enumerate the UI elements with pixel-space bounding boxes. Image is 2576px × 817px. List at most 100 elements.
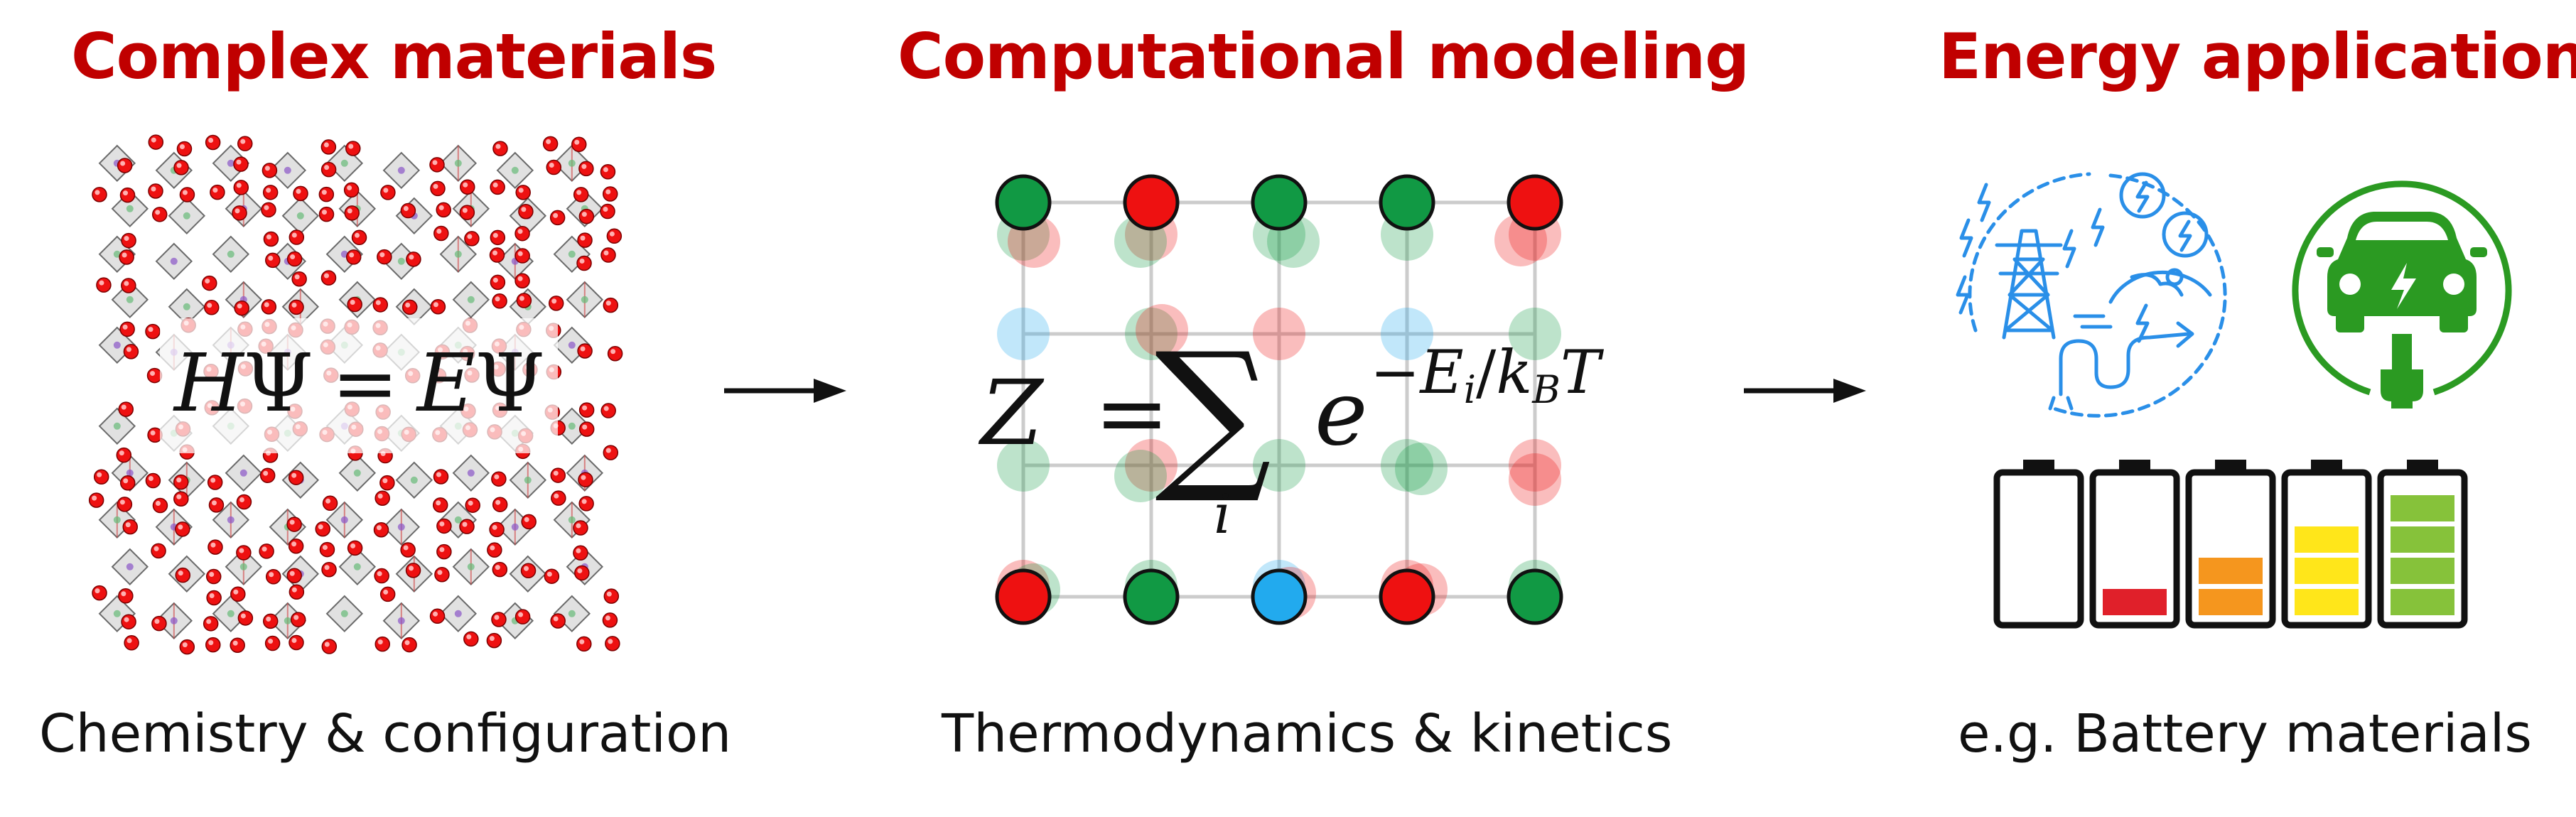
oxygen-atom [345,141,361,156]
lattice-site-faded [1381,308,1433,360]
oxygen-atom [121,278,136,293]
cation-atom [170,617,178,624]
battery-icon [2185,469,2276,629]
oxygen-atom [288,539,304,554]
cation-atom [227,610,235,617]
oxygen-atom [460,179,475,195]
cation-atom [568,610,576,617]
atom-highlight [121,591,126,597]
oxygen-atom [351,229,367,246]
atom-highlight [150,371,156,377]
lattice-site-faded [1253,439,1305,492]
oxygen-atom [515,185,531,200]
atom-highlight [208,640,214,646]
atom-highlight [122,252,127,258]
cation-atom [454,159,462,167]
atom-highlight [554,493,559,499]
oxygen-atom [578,496,594,512]
oxygen-atom [379,475,395,491]
atom-highlight [436,500,441,506]
oxygen-atom [320,161,337,178]
atom-highlight [123,190,129,196]
oxygen-atom [262,185,279,200]
lattice-site [1507,568,1563,625]
oxygen-atom [600,247,616,263]
lattice-site-faded [1395,443,1448,495]
oxygen-atom [151,615,167,632]
panel-title-complex-materials: Complex materials [71,20,717,93]
oxygen-atom [514,273,530,288]
atom-highlight [581,212,587,217]
atom-highlight [494,615,500,620]
atom-highlight [546,139,551,144]
battery-charge-segment [2391,526,2454,553]
atom-highlight [524,516,529,522]
oxygen-atom [290,612,306,627]
atom-highlight [153,546,159,551]
atom-highlight [124,281,129,286]
oxygen-atom [124,635,139,651]
atom-highlight [462,521,468,527]
atom-highlight [126,638,132,644]
atom-highlight [432,160,438,166]
atom-highlight [237,303,242,309]
atom-highlight [347,208,352,214]
atom-highlight [324,165,330,171]
atom-highlight [582,424,588,430]
atom-highlight [581,499,587,504]
oxygen-atom [264,635,281,651]
oxygen-atom [600,164,616,180]
atom-highlight [355,232,360,238]
atom-highlight [375,300,381,305]
atom-highlight [264,205,269,210]
atom-highlight [239,497,244,503]
oxygen-atom [321,561,337,578]
eq-exp-e: E [1418,337,1463,407]
cation-atom [581,296,588,303]
atom-highlight [291,302,297,308]
cation-atom [113,341,121,349]
oxygen-atom [459,519,475,534]
atom-highlight [553,470,559,476]
atom-highlight [489,636,495,642]
panel-title-computational-modeling: Computational modeling [898,20,1750,93]
atom-highlight [603,406,609,411]
oxygen-atom [202,275,217,291]
cation-atom [397,523,405,531]
atom-highlight [205,278,210,284]
atom-highlight [436,228,442,234]
eq-equals: = [1094,361,1170,465]
eq-h: H [173,337,245,430]
oxygen-atom [490,274,506,291]
oxygen-atom [492,561,508,578]
cation-atom [227,250,235,258]
oxygen-atom [119,321,135,337]
battery-level-icons [1993,460,2468,629]
lattice-site-faded [1509,308,1561,360]
atom-highlight [553,212,559,218]
oxygen-atom [402,299,418,315]
atom-highlight [178,524,183,530]
oxygen-atom [259,543,274,559]
atom-highlight [269,572,274,578]
atom-highlight [468,500,473,506]
oxygen-atom [232,205,247,221]
oxygen-atom [175,567,191,583]
oxygen-atom [320,270,337,286]
oxygen-atom [576,255,592,271]
oxygen-atom [380,185,396,200]
eq-exp-base: e [1315,361,1368,465]
oxygen-atom [550,467,566,483]
oxygen-atom [432,497,448,513]
oxygen-atom [176,141,193,157]
oxygen-atom [571,136,587,153]
cation-atom [126,296,134,303]
atom-highlight [546,571,552,577]
atom-highlight [576,548,581,553]
oxygen-atom [289,229,305,245]
oxygen-atom [262,163,278,178]
cation-atom [239,563,247,570]
cation-atom [353,469,361,477]
oxygen-atom [602,186,618,202]
cation-atom [227,516,235,524]
